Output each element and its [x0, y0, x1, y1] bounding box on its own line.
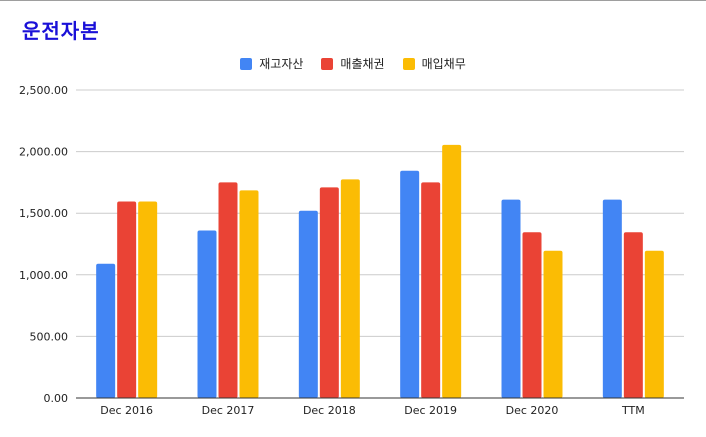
legend-swatch-series-2	[321, 57, 334, 70]
x-tick-label: Dec 2018	[303, 404, 356, 417]
bar	[340, 179, 360, 398]
bar	[239, 190, 259, 398]
legend-label-series-2: 매출채권	[340, 57, 385, 71]
bar	[501, 199, 521, 398]
bar	[218, 182, 238, 398]
bar	[522, 232, 542, 398]
bar	[117, 201, 137, 398]
x-tick-label: Dec 2016	[100, 404, 153, 417]
legend-item-series-2: 매출채권	[321, 55, 385, 72]
x-tick-label: Dec 2019	[404, 404, 457, 417]
x-tick-label: TTM	[621, 404, 645, 417]
bar	[197, 230, 217, 398]
x-tick-label: Dec 2020	[506, 404, 559, 417]
y-tick-label: 1,500.00	[19, 207, 68, 220]
bar	[400, 170, 420, 398]
bar	[543, 250, 563, 398]
bar	[298, 210, 318, 398]
legend-item-series-3: 매입채무	[402, 55, 466, 72]
bar	[623, 232, 643, 398]
y-tick-label: 0.00	[44, 392, 69, 405]
y-tick-label: 2,500.00	[19, 84, 68, 97]
bar	[319, 187, 339, 398]
bar	[644, 250, 664, 398]
bar	[96, 263, 116, 398]
x-tick-label: Dec 2017	[202, 404, 255, 417]
legend-label-series-3: 매입채무	[421, 57, 466, 71]
y-tick-label: 1,000.00	[19, 269, 68, 282]
y-tick-label: 2,000.00	[19, 146, 68, 159]
legend-label-series-1: 재고자산	[259, 57, 304, 71]
bar	[421, 182, 441, 398]
y-tick-label: 500.00	[30, 330, 69, 343]
legend-swatch-series-1	[240, 57, 253, 70]
bar	[138, 201, 158, 398]
legend-swatch-series-3	[402, 57, 415, 70]
bar	[442, 144, 462, 398]
legend-item-series-1: 재고자산	[240, 55, 303, 72]
chart-title: 운전자본	[22, 19, 100, 43]
bar	[602, 199, 622, 398]
legend: 재고자산 매출채권 매입채무	[0, 55, 706, 72]
